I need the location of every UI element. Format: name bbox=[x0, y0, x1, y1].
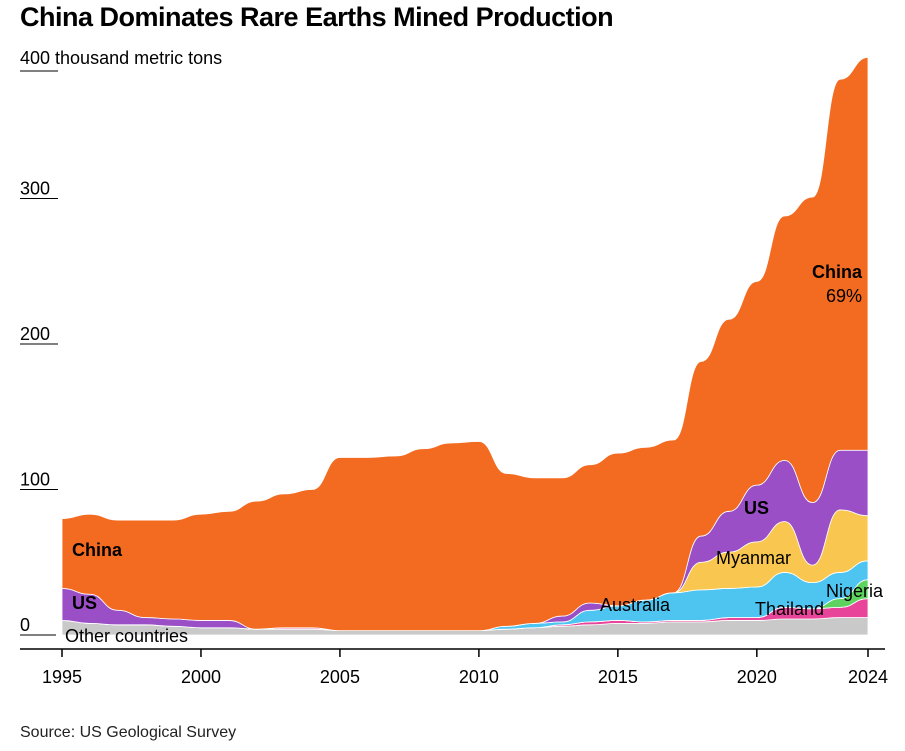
label-nigeria: Nigeria bbox=[826, 581, 884, 601]
x-tick-label: 2005 bbox=[320, 667, 360, 687]
area-layers bbox=[61, 56, 869, 636]
label-china: China bbox=[72, 540, 123, 560]
x-tick-label: 2010 bbox=[459, 667, 499, 687]
chart-title: China Dominates Rare Earths Mined Produc… bbox=[20, 2, 614, 32]
label-australia: Australia bbox=[600, 595, 671, 615]
unit-label: 400 thousand metric tons bbox=[20, 48, 222, 68]
series-labels: China China 69% US Myanmar Australia ThailandN… bbox=[65, 262, 884, 646]
x-tick-label: 1995 bbox=[42, 667, 82, 687]
label-myanmar: Myanmar bbox=[716, 548, 791, 568]
y-tick-label: 200 bbox=[20, 324, 50, 344]
source-note: Source: US Geological Survey bbox=[20, 724, 237, 741]
y-tick-label: 300 bbox=[20, 179, 50, 199]
x-tick-label: 2024 bbox=[848, 667, 888, 687]
y-tick-label: 0 bbox=[20, 615, 30, 635]
label-us-2020: US bbox=[744, 498, 769, 518]
label-us: US bbox=[72, 593, 97, 613]
label-thailand: Thailand bbox=[755, 599, 824, 619]
label-china-top: China bbox=[812, 262, 863, 282]
x-tick-label: 2015 bbox=[598, 667, 638, 687]
x-tick-label: 2000 bbox=[181, 667, 221, 687]
x-tick-label: 2020 bbox=[737, 667, 777, 687]
axis-ticks: 0 100 200 300 400 thousand metric tons 1995 20… bbox=[20, 48, 888, 687]
y-tick-label: 100 bbox=[20, 470, 50, 490]
label-other-countries: Other countries bbox=[65, 626, 188, 646]
label-69-: 69% bbox=[826, 286, 862, 306]
gridlines bbox=[20, 70, 885, 650]
area-china bbox=[61, 56, 869, 632]
